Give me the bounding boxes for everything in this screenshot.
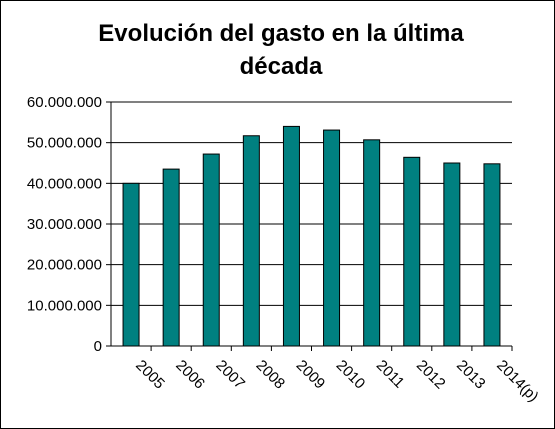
x-tick-label: 2012	[413, 357, 449, 393]
bar	[363, 139, 381, 347]
bar	[323, 129, 341, 347]
y-tick-label: 50.000.000	[27, 135, 102, 152]
x-tick-label: 2013	[453, 357, 489, 393]
bar	[282, 125, 300, 347]
y-tick-label: 10.000.000	[27, 297, 102, 314]
bar	[202, 153, 220, 347]
x-tick-label: 2007	[212, 357, 248, 393]
y-tick-label: 60.000.000	[27, 94, 102, 111]
x-tick-label: 2009	[293, 357, 329, 393]
bar	[162, 168, 180, 347]
y-tick-label: 40.000.000	[27, 175, 102, 192]
bar	[443, 162, 461, 347]
chart-title: Evolución del gasto en la última década	[61, 17, 501, 83]
x-tick-label: 2008	[253, 357, 289, 393]
x-tick-label: 2011	[373, 357, 408, 392]
y-tick-label: 0	[94, 338, 102, 355]
bar	[403, 156, 421, 347]
x-tick-label: 2014(p)	[493, 357, 542, 406]
bar	[122, 182, 140, 347]
bar	[242, 135, 260, 347]
y-tick-label: 20.000.000	[27, 257, 102, 274]
chart-title-line-1: Evolución del gasto en la última	[98, 20, 464, 47]
chart-title-line-2: década	[239, 53, 323, 80]
y-tick-label: 30.000.000	[27, 216, 102, 233]
x-tick-label: 2010	[333, 357, 369, 393]
bar	[483, 163, 501, 347]
x-tick-label: 2006	[172, 357, 208, 393]
x-tick-label: 2005	[132, 357, 168, 393]
